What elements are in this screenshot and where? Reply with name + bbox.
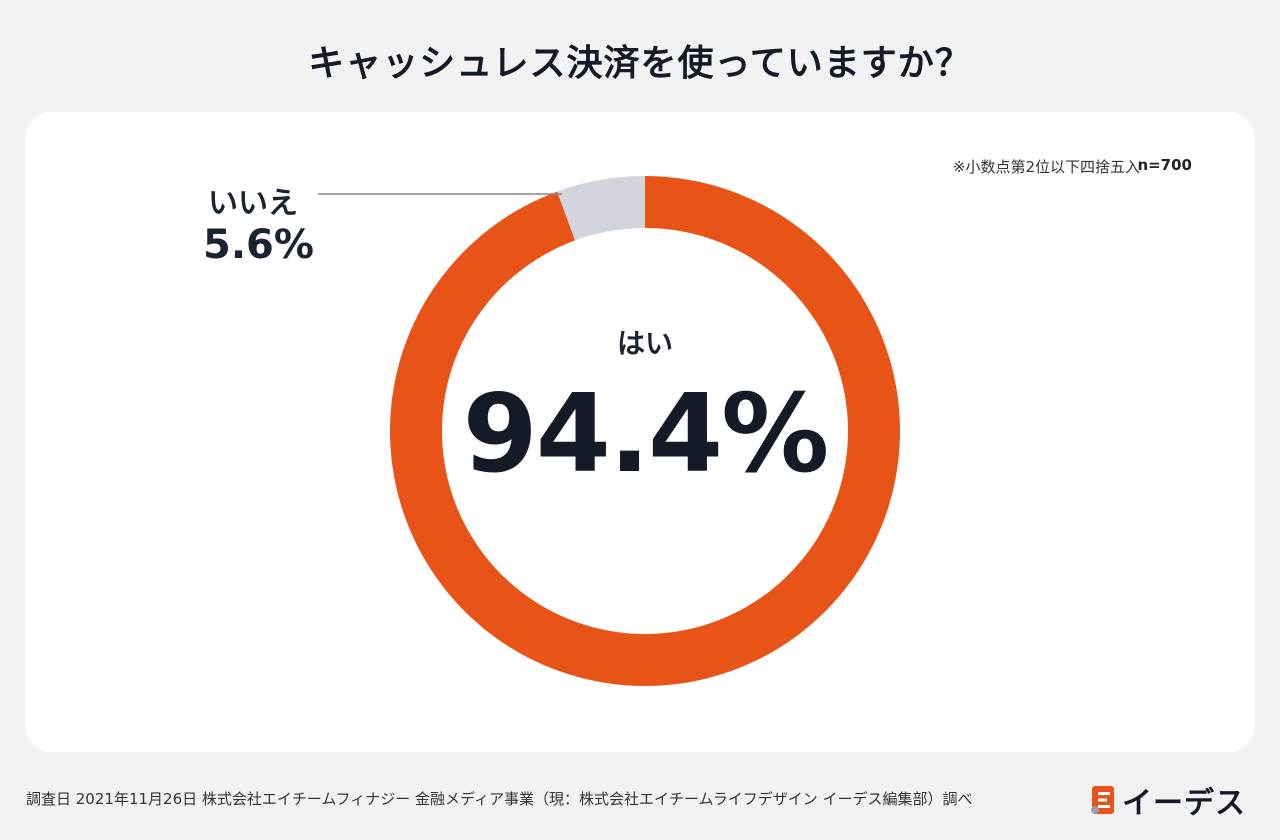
brand-logo: イーデス — [1090, 778, 1246, 822]
logo-mark-icon — [1090, 784, 1116, 816]
slice-label-hai: はい — [616, 327, 673, 360]
chart-title: キャッシュレス決済を使っていますか？ — [308, 43, 972, 84]
sample-size: n=700 — [1137, 156, 1192, 174]
footer-source: 調査日 2021年11月26日 株式会社エイチームフィナジー 金融メディア事業（… — [26, 790, 973, 808]
slice-label-iie: いいえ — [208, 186, 298, 221]
donut-slice-iie — [557, 176, 645, 241]
rounding-note: ※小数点第2位以下四捨五入 — [952, 158, 1140, 176]
logo-text: イーデス — [1122, 786, 1246, 821]
slice-value-hai: 94.4% — [462, 372, 830, 497]
slice-value-iie: 5.6% — [203, 222, 314, 268]
